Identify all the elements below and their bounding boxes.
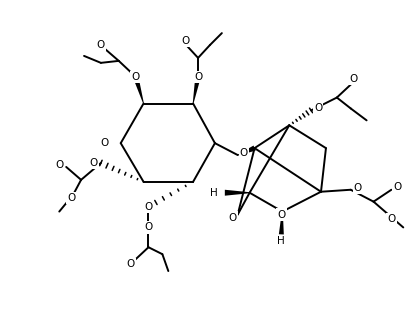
Text: O: O xyxy=(194,72,202,82)
Text: O: O xyxy=(393,182,402,192)
Text: O: O xyxy=(314,103,322,113)
Text: O: O xyxy=(354,183,362,193)
Text: O: O xyxy=(90,158,98,168)
Text: H: H xyxy=(210,188,218,198)
Text: O: O xyxy=(144,223,152,232)
Text: H: H xyxy=(277,236,285,246)
Polygon shape xyxy=(238,146,256,156)
Text: O: O xyxy=(67,193,75,203)
Text: O: O xyxy=(55,160,63,170)
Text: O: O xyxy=(127,259,135,269)
Text: O: O xyxy=(229,213,237,223)
Text: O: O xyxy=(101,138,109,148)
Text: O: O xyxy=(387,214,395,224)
Text: O: O xyxy=(350,74,358,84)
Polygon shape xyxy=(193,76,201,104)
Text: O: O xyxy=(132,72,140,82)
Polygon shape xyxy=(225,190,249,196)
Text: O: O xyxy=(144,202,152,212)
Text: O: O xyxy=(277,210,286,220)
Polygon shape xyxy=(279,212,284,234)
Text: O: O xyxy=(240,148,248,158)
Polygon shape xyxy=(133,76,144,104)
Text: O: O xyxy=(97,40,105,50)
Text: O: O xyxy=(181,36,189,46)
